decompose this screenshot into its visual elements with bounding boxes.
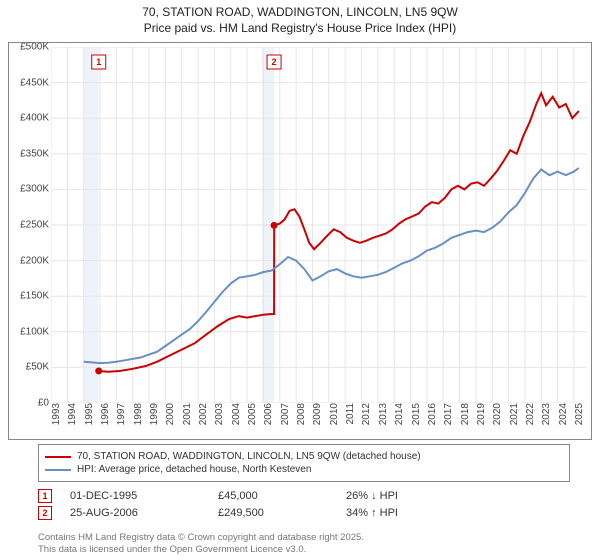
- x-tick-label: 2022: [525, 403, 536, 427]
- y-axis-ticks: £0£50K£100K£150K£200K£250K£300K£350K£400…: [9, 47, 51, 403]
- x-tick-label: 2021: [509, 403, 520, 427]
- x-tick-label: 2009: [312, 403, 323, 427]
- legend-label: HPI: Average price, detached house, Nort…: [77, 464, 311, 475]
- x-tick-label: 2000: [165, 403, 176, 427]
- plot-svg: 12: [51, 47, 587, 403]
- x-tick-label: 2011: [345, 403, 356, 427]
- x-tick-label: 1995: [84, 403, 95, 427]
- sale-marker-icon: 2: [38, 506, 52, 520]
- legend-item: 70, STATION ROAD, WADDINGTON, LINCOLN, L…: [45, 451, 563, 462]
- x-tick-label: 2001: [182, 403, 193, 427]
- y-tick-label: £350K: [9, 148, 49, 159]
- y-tick-label: £50K: [9, 362, 49, 373]
- x-tick-label: 2010: [329, 403, 340, 427]
- x-tick-label: 2004: [231, 403, 242, 427]
- sale-row: 2 25-AUG-2006 £249,500 34% ↑ HPI: [38, 506, 570, 520]
- sale-row: 1 01-DEC-1995 £45,000 26% ↓ HPI: [38, 489, 570, 503]
- sale-price: £249,500: [218, 507, 328, 519]
- x-tick-label: 2002: [198, 403, 209, 427]
- sale-delta: 26% ↓ HPI: [346, 490, 466, 502]
- sales-table: 1 01-DEC-1995 £45,000 26% ↓ HPI 2 25-AUG…: [38, 486, 570, 523]
- sale-date: 25-AUG-2006: [70, 507, 200, 519]
- x-tick-label: 2020: [492, 403, 503, 427]
- sale-price: £45,000: [218, 490, 328, 502]
- chart-frame: £0 £50K £100K £150K £200K £250K £300K £350K £400…: [8, 42, 592, 440]
- x-tick-label: 2016: [427, 403, 438, 427]
- sale-marker-icon: 1: [38, 489, 52, 503]
- y-tick-label: £450K: [9, 77, 49, 88]
- x-tick-label: 2012: [361, 403, 372, 427]
- x-tick-label: 2008: [296, 403, 307, 427]
- y-tick-label: £200K: [9, 255, 49, 266]
- x-tick-label: 2018: [460, 403, 471, 427]
- x-tick-label: 2014: [394, 403, 405, 427]
- x-tick-label: 1999: [149, 403, 160, 427]
- plot-area: 12: [51, 47, 587, 403]
- legend-swatch: [45, 456, 71, 458]
- x-tick-label: 1994: [67, 403, 78, 427]
- x-tick-label: 2019: [476, 403, 487, 427]
- x-tick-label: 2007: [280, 403, 291, 427]
- x-tick-label: 2023: [541, 403, 552, 427]
- svg-text:2: 2: [272, 57, 277, 67]
- chart-title-block: 70, STATION ROAD, WADDINGTON, LINCOLN, L…: [0, 0, 600, 38]
- attribution-line: Contains HM Land Registry data © Crown c…: [38, 532, 578, 544]
- x-tick-label: 2024: [558, 403, 569, 427]
- y-tick-label: £100K: [9, 326, 49, 337]
- x-tick-label: 2005: [247, 403, 258, 427]
- x-tick-label: 2025: [574, 403, 585, 427]
- legend-box: 70, STATION ROAD, WADDINGTON, LINCOLN, L…: [38, 444, 570, 482]
- y-tick-label: £250K: [9, 220, 49, 231]
- attribution-line: This data is licensed under the Open Gov…: [38, 544, 578, 556]
- x-tick-label: 1993: [51, 403, 62, 427]
- x-axis-ticks: 1993 1994 1995 1996 1997 1998 1999 2000 2001 2002…: [51, 403, 587, 441]
- legend-item: HPI: Average price, detached house, Nort…: [45, 464, 563, 475]
- y-tick-label: £300K: [9, 184, 49, 195]
- legend-swatch: [45, 469, 71, 471]
- y-tick-label: £150K: [9, 291, 49, 302]
- svg-text:1: 1: [96, 57, 101, 67]
- x-tick-label: 1997: [116, 403, 127, 427]
- y-tick-label: £0: [9, 398, 49, 409]
- title-line-1: 70, STATION ROAD, WADDINGTON, LINCOLN, L…: [0, 4, 600, 20]
- y-tick-label: £400K: [9, 113, 49, 124]
- x-tick-label: 2017: [443, 403, 454, 427]
- y-tick-label: £500K: [9, 42, 49, 53]
- x-tick-label: 1998: [133, 403, 144, 427]
- attribution-text: Contains HM Land Registry data © Crown c…: [38, 532, 578, 556]
- x-tick-label: 2015: [411, 403, 422, 427]
- x-tick-label: 1996: [100, 403, 111, 427]
- legend-label: 70, STATION ROAD, WADDINGTON, LINCOLN, L…: [77, 451, 421, 462]
- x-tick-label: 2006: [263, 403, 274, 427]
- title-line-2: Price paid vs. HM Land Registry's House …: [0, 20, 600, 36]
- x-tick-label: 2003: [214, 403, 225, 427]
- sale-delta: 34% ↑ HPI: [346, 507, 466, 519]
- sale-date: 01-DEC-1995: [70, 490, 200, 502]
- x-tick-label: 2013: [378, 403, 389, 427]
